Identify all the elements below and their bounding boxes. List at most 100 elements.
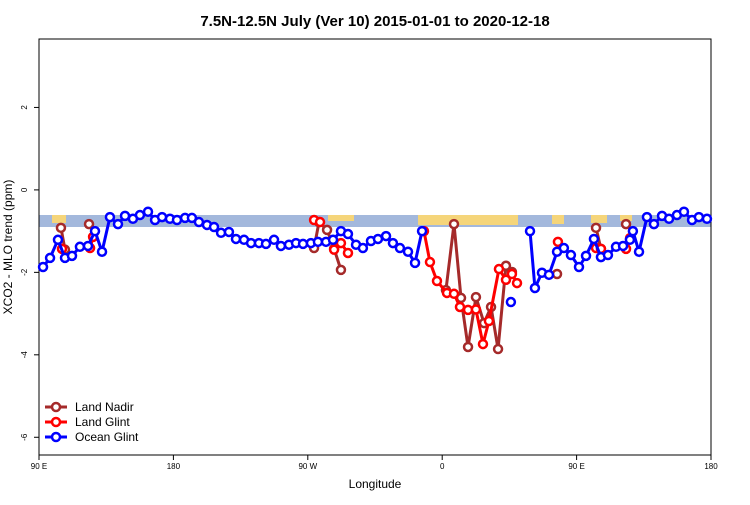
point (552, 236, 564, 248)
point (602, 249, 614, 261)
point (617, 240, 629, 252)
point (380, 230, 392, 242)
point (171, 214, 183, 226)
y-tick-label: -2 (20, 268, 29, 276)
point (624, 234, 636, 246)
point (409, 257, 421, 269)
point (328, 244, 340, 255)
x-axis-label: Longitude (349, 477, 402, 491)
plot-frame (38, 38, 712, 456)
point (470, 304, 482, 315)
point (620, 218, 632, 230)
point (96, 246, 108, 257)
legend-label: Land Nadir (75, 400, 134, 414)
point (663, 213, 675, 225)
x-tick-label: 90 W (298, 462, 317, 471)
point (506, 268, 518, 280)
point (82, 240, 94, 252)
x-tick-label: 0 (440, 462, 445, 471)
point (55, 222, 67, 234)
point (493, 263, 505, 275)
point (44, 252, 56, 264)
point (357, 242, 369, 254)
point (524, 225, 536, 237)
point (402, 246, 414, 257)
point (89, 225, 101, 237)
point (551, 268, 563, 280)
point (678, 206, 690, 217)
point (543, 269, 555, 281)
point (470, 291, 482, 303)
point (230, 233, 242, 245)
point (424, 256, 436, 268)
point (565, 249, 577, 261)
point (335, 264, 347, 276)
point (312, 236, 324, 248)
point (260, 238, 272, 250)
point (529, 282, 541, 294)
point (66, 250, 78, 262)
legend-marker (50, 416, 62, 428)
point (431, 275, 443, 287)
legend-label: Land Glint (75, 415, 130, 429)
land-patch (418, 215, 518, 225)
land-patch (620, 215, 632, 221)
point (321, 224, 333, 236)
land-patch (328, 215, 354, 221)
point (342, 228, 354, 240)
point (558, 242, 570, 254)
legend-marker (50, 431, 62, 443)
point (580, 250, 592, 262)
point (462, 341, 474, 353)
point (223, 226, 235, 238)
x-tick-label: 180 (167, 462, 181, 471)
y-tick-label: -6 (20, 433, 29, 441)
series (37, 206, 713, 308)
point (193, 216, 205, 228)
point (83, 218, 95, 230)
point (208, 221, 220, 233)
legend-label: Ocean Glint (75, 430, 139, 444)
point (477, 338, 489, 350)
point (387, 237, 399, 249)
point (448, 288, 460, 300)
point (134, 209, 146, 221)
x-tick-label: 180 (704, 462, 718, 471)
y-axis-label: XCO2 - MLO trend (ppm) (1, 180, 15, 315)
point (627, 225, 639, 237)
land-patch (52, 215, 66, 223)
point (693, 211, 705, 223)
point (505, 296, 517, 308)
point (142, 206, 154, 217)
point (511, 277, 523, 289)
point (573, 261, 585, 273)
point (112, 218, 124, 230)
point (590, 222, 602, 234)
point (648, 218, 660, 230)
point (416, 225, 428, 237)
point (588, 233, 600, 245)
chart-title: 7.5N-12.5N July (Ver 10) 2015-01-01 to 2… (200, 13, 549, 30)
point (104, 211, 116, 223)
point (500, 274, 512, 286)
point (701, 213, 713, 225)
point (314, 216, 326, 228)
point (268, 234, 280, 246)
point (342, 247, 354, 259)
point (372, 233, 384, 245)
point (454, 301, 466, 313)
series-line (88, 218, 632, 345)
point (492, 343, 504, 355)
point (394, 242, 406, 254)
point (448, 218, 460, 230)
x-tick-label: 90 E (31, 462, 47, 471)
y-tick-label: 0 (20, 187, 29, 192)
point (483, 315, 495, 327)
point (52, 234, 64, 246)
land-patch (591, 215, 607, 223)
point (74, 241, 86, 253)
point (275, 240, 287, 252)
x-tick-label: 90 E (568, 462, 584, 471)
